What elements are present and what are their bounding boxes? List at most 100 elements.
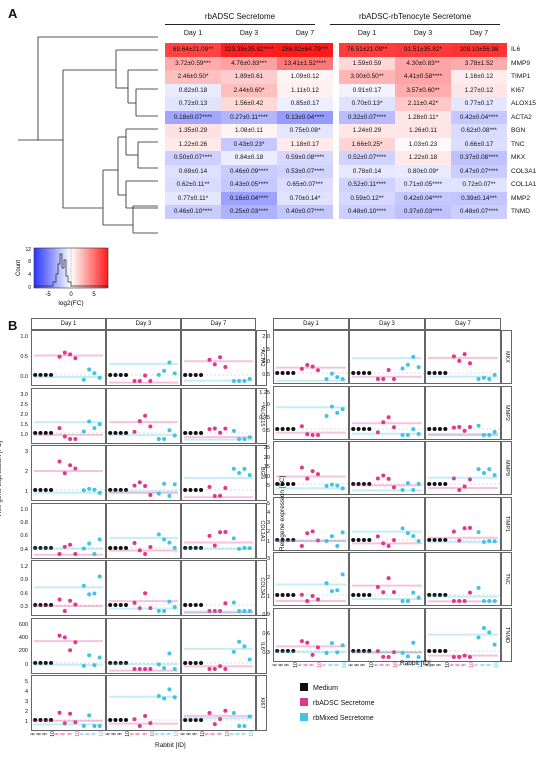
heatmap-cell: 286.92±64.79***: [277, 43, 333, 57]
data-point: [340, 572, 345, 577]
data-point: [487, 538, 492, 543]
data-point: [81, 429, 86, 434]
data-point: [416, 538, 421, 543]
data-point: [212, 666, 217, 671]
data-point: [231, 600, 236, 605]
data-point: [183, 430, 188, 435]
gene-strip-label: MMP2: [503, 404, 510, 421]
data-point: [218, 493, 223, 498]
panel-b-ylabel-right: Rel. gene expression [FC]: [279, 475, 287, 552]
data-point: [405, 362, 410, 367]
data-point: [143, 373, 148, 378]
data-point: [212, 494, 217, 498]
legend-label: Medium: [313, 685, 338, 692]
facet-panel: [181, 675, 256, 731]
data-point: [162, 536, 167, 541]
legend-swatch: [300, 698, 308, 706]
data-point: [207, 357, 212, 362]
heatmap-cell: 0.69±0.14: [165, 164, 221, 178]
row-label: MMP2: [511, 194, 531, 202]
data-point: [457, 488, 462, 492]
data-point: [400, 432, 405, 437]
rabbit-id-tick: 8: [160, 732, 167, 736]
row-label: TNMD: [511, 208, 531, 215]
gene-strip: COL3A1: [256, 560, 267, 616]
y-tick: 20: [263, 454, 270, 461]
heatmap-cell: 0.42±0.04****: [395, 191, 451, 205]
y-tick: 5: [24, 679, 28, 685]
rabbit-id-tick: 9: [192, 732, 199, 736]
data-point: [49, 488, 54, 492]
facet-panel: [349, 385, 425, 440]
gene-strip: MMP9: [501, 441, 512, 495]
gene-strip: TNMD: [501, 607, 512, 662]
data-point: [33, 718, 38, 722]
data-point: [242, 466, 247, 471]
facet-points: [107, 413, 180, 441]
data-point: [356, 537, 361, 542]
data-point: [427, 648, 432, 653]
data-point: [467, 654, 472, 659]
data-point: [97, 574, 102, 579]
data-point: [291, 426, 296, 431]
facet-points: [350, 576, 424, 603]
color-key-ytick: 8: [28, 259, 31, 265]
data-point: [148, 720, 153, 725]
y-tick: 1.5: [20, 421, 28, 428]
data-point: [375, 648, 380, 653]
data-point: [81, 546, 86, 551]
data-point: [223, 666, 228, 671]
data-point: [492, 429, 497, 434]
data-point: [92, 662, 97, 667]
facet-points: [32, 574, 105, 613]
facet-panel: [425, 441, 501, 495]
data-point: [391, 649, 396, 654]
data-point: [451, 529, 456, 534]
data-point: [247, 609, 252, 613]
data-point: [275, 593, 280, 597]
data-point: [188, 660, 193, 665]
data-point: [324, 413, 329, 418]
row-label: MKX: [511, 154, 526, 161]
data-point: [62, 609, 67, 613]
data-point: [49, 545, 54, 550]
facet-points: [107, 591, 180, 613]
heatmap-cell: 0.37±0.08****: [451, 151, 507, 165]
facet-points: [107, 651, 180, 672]
heatmap-cell: 0.72±0.13: [165, 97, 221, 111]
data-point: [92, 551, 97, 556]
heatmap-cell: 0.66±0.17: [451, 137, 507, 151]
row-label: BGN: [511, 127, 526, 134]
data-point: [231, 379, 236, 383]
data-point: [137, 666, 142, 671]
heatmap-cell: 0.85±0.17: [277, 97, 333, 111]
facet-points: [32, 536, 105, 556]
data-point: [49, 430, 54, 435]
data-point: [193, 488, 198, 492]
facet-points: [426, 467, 500, 492]
rabbit-id-tick: 6: [229, 732, 236, 736]
row-label: TIMP1: [511, 73, 531, 80]
data-point: [335, 483, 340, 488]
data-point: [443, 482, 448, 486]
data-point: [132, 379, 137, 383]
data-point: [427, 371, 432, 375]
data-point: [156, 372, 161, 377]
data-point: [43, 545, 48, 550]
group1-underline: [165, 24, 315, 25]
heatmap-cell: 1.56±0.42: [221, 97, 277, 111]
data-point: [411, 488, 416, 492]
data-point: [57, 425, 62, 430]
column-header: Day 1: [183, 30, 203, 37]
y-tick: 4: [266, 510, 270, 516]
y-tick: 1: [24, 719, 28, 725]
heatmap-cell: 1.16±0.12: [451, 70, 507, 84]
legend-swatch: [300, 683, 308, 691]
rabbit-id-tick: 9: [42, 732, 49, 736]
facet-points: [274, 362, 348, 382]
facet-points: [350, 640, 424, 659]
facet-panel: [181, 502, 256, 559]
data-point: [118, 430, 123, 435]
rabbit-id-tick: 8: [379, 663, 386, 666]
data-point: [237, 639, 242, 644]
